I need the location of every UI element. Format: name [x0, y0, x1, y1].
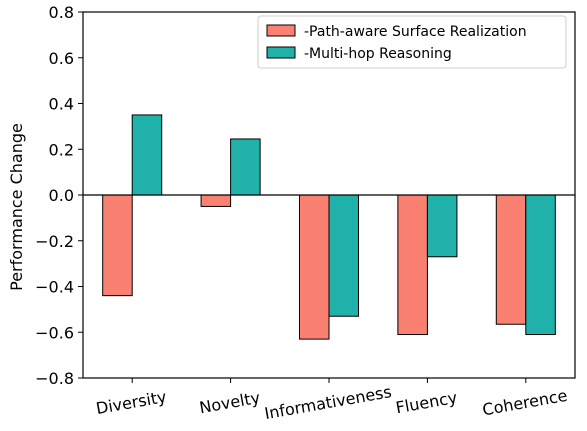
- legend-label: -Path-aware Surface Realization: [304, 24, 527, 40]
- bar-multi-hop-coherence: [525, 194, 556, 336]
- y-tick-label: 0.0: [49, 186, 74, 205]
- bar-multi-hop-novelty: [230, 138, 261, 196]
- bar-path-aware-novelty: [200, 194, 232, 207]
- legend-box: [257, 15, 567, 69]
- bar-multi-hop-informativeness: [328, 194, 360, 317]
- bar-multi-hop-fluency: [426, 194, 458, 258]
- bar-path-aware-diversity: [102, 194, 133, 297]
- bar-multi-hop-diversity: [131, 114, 163, 196]
- x-tick-label-informativeness: Informativeness: [263, 382, 393, 423]
- legend-swatch: [266, 24, 296, 37]
- legend-label: -Multi-hop Reasoning: [304, 46, 452, 62]
- y-tick-label: 0.4: [49, 95, 74, 114]
- y-tick-label: −0.6: [35, 323, 74, 342]
- legend-swatch: [266, 46, 296, 59]
- y-tick-label: 0.8: [49, 3, 74, 22]
- x-tick-label-fluency: Fluency: [394, 388, 458, 417]
- bar-path-aware-coherence: [495, 194, 527, 325]
- y-axis-title: Performance Change: [7, 123, 26, 291]
- plot-area: 0.8 0.6 0.4 0.2 0.0 −0.2 −0.4 −0.6 −0.8 Diversity…: [35, 3, 576, 423]
- bar-path-aware-fluency: [397, 194, 428, 336]
- legend: -Path-aware Surface Realization -Multi-ho…: [257, 15, 567, 69]
- y-tick-label: 0.2: [49, 140, 74, 159]
- x-tick-label-novelty: Novelty: [198, 388, 262, 417]
- x-tick-label-coherence: Coherence: [481, 386, 569, 420]
- y-tick-label: 0.6: [49, 49, 74, 68]
- y-tick-label: −0.2: [35, 232, 74, 251]
- x-tick-label-diversity: Diversity: [95, 387, 168, 418]
- bar-path-aware-informativeness: [298, 194, 330, 340]
- y-tick-label: −0.4: [35, 278, 74, 297]
- y-tick-label: −0.8: [35, 369, 74, 388]
